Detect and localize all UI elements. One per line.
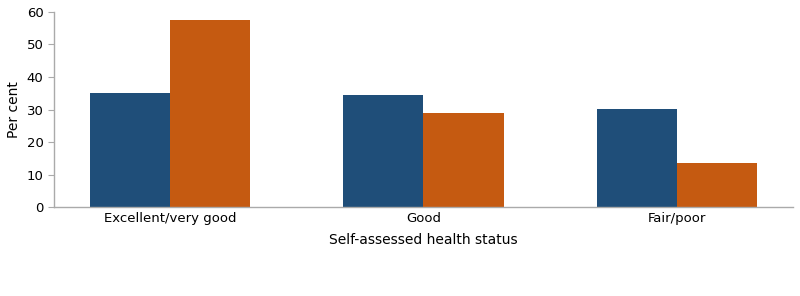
- Bar: [597, 109, 677, 207]
- Bar: [170, 20, 250, 207]
- Bar: [343, 95, 423, 207]
- Bar: [677, 163, 757, 207]
- Bar: [90, 93, 170, 207]
- Bar: [423, 113, 504, 207]
- Legend: Aboriginal and Torres Strait Islander peoples, Non-Indigenous  Australians: Aboriginal and Torres Strait Islander pe…: [161, 295, 686, 296]
- Y-axis label: Per cent: Per cent: [7, 81, 21, 138]
- X-axis label: Self-assessed health status: Self-assessed health status: [329, 233, 518, 247]
